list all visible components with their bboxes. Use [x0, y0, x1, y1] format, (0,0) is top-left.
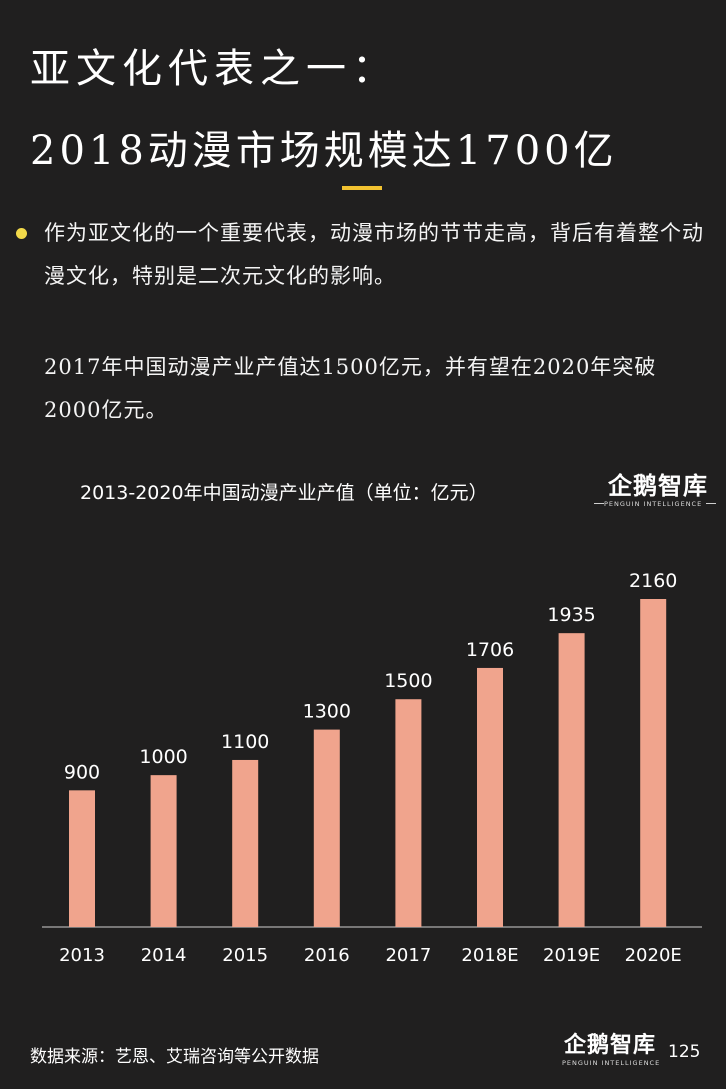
data-label-2018E: 1706: [466, 639, 514, 661]
penguin-intelligence-logo: 企鹅智库 PENGUIN INTELLIGENCE: [594, 466, 716, 518]
chart-title: 2013-2020年中国动漫产业产值（单位：亿元）: [80, 482, 488, 504]
logo-subtext: PENGUIN INTELLIGENCE: [604, 500, 703, 508]
x-tick-label-2014: 2014: [141, 945, 187, 966]
data-label-2016: 1300: [303, 701, 351, 723]
bar-2018E: [477, 667, 503, 927]
bar-2014: [150, 775, 177, 927]
data-label-2013: 900: [64, 761, 100, 783]
bar-2013: [69, 790, 95, 927]
logo-line-left: [594, 503, 604, 504]
penguin-intelligence-logo-footer: 企鹅智库 PENGUIN INTELLIGENCE: [556, 1027, 660, 1077]
data-label-2019E: 1935: [547, 604, 595, 626]
stat-paragraph: 2017年中国动漫产业产值达1500亿元，并有望在2020年突破2000亿元。: [44, 355, 657, 422]
data-source-note: 数据来源：艺恩、艾瑞咨询等公开数据: [30, 1047, 319, 1067]
x-tick-label-2015: 2015: [222, 945, 268, 966]
bar-2019E: [558, 633, 585, 927]
x-tick-label-2017: 2017: [385, 945, 431, 966]
title-underline: [342, 186, 382, 190]
logo-text: 企鹅智库: [608, 472, 708, 500]
x-tick-label-2018E: 2018E: [461, 945, 518, 966]
logo-text: 企鹅智库: [564, 1033, 657, 1058]
bar-2016: [313, 729, 340, 927]
bar-2020E: [640, 599, 667, 927]
page-title-line2: 2018动漫市场规模达1700亿: [30, 128, 618, 174]
data-label-2014: 1000: [139, 746, 187, 768]
logo-line-right: [706, 503, 716, 504]
x-tick-label-2016: 2016: [304, 945, 350, 966]
logo-subtext: PENGUIN INTELLIGENCE: [562, 1059, 661, 1067]
bullet-dot-icon: [16, 228, 27, 239]
intro-paragraph: 作为亚文化的一个重要代表，动漫市场的节节走高，背后有着整个动漫文化，特别是二次元…: [44, 221, 704, 288]
x-tick-label-2019E: 2019E: [543, 945, 600, 966]
page-number: 125: [668, 1042, 701, 1062]
page-title-line1: 亚文化代表之一：: [30, 46, 398, 92]
bar-2017: [395, 699, 422, 927]
bar-chart: 900 2013 1000 2014 1100 2015 1300 2016 1500 2017 1…: [42, 570, 702, 966]
x-tick-label-2013: 2013: [59, 945, 105, 966]
bar-2015: [232, 759, 259, 927]
data-label-2015: 1100: [221, 731, 269, 753]
x-tick-label-2020E: 2020E: [625, 945, 682, 966]
data-label-2020E: 2160: [629, 570, 677, 592]
data-label-2017: 1500: [384, 670, 432, 692]
